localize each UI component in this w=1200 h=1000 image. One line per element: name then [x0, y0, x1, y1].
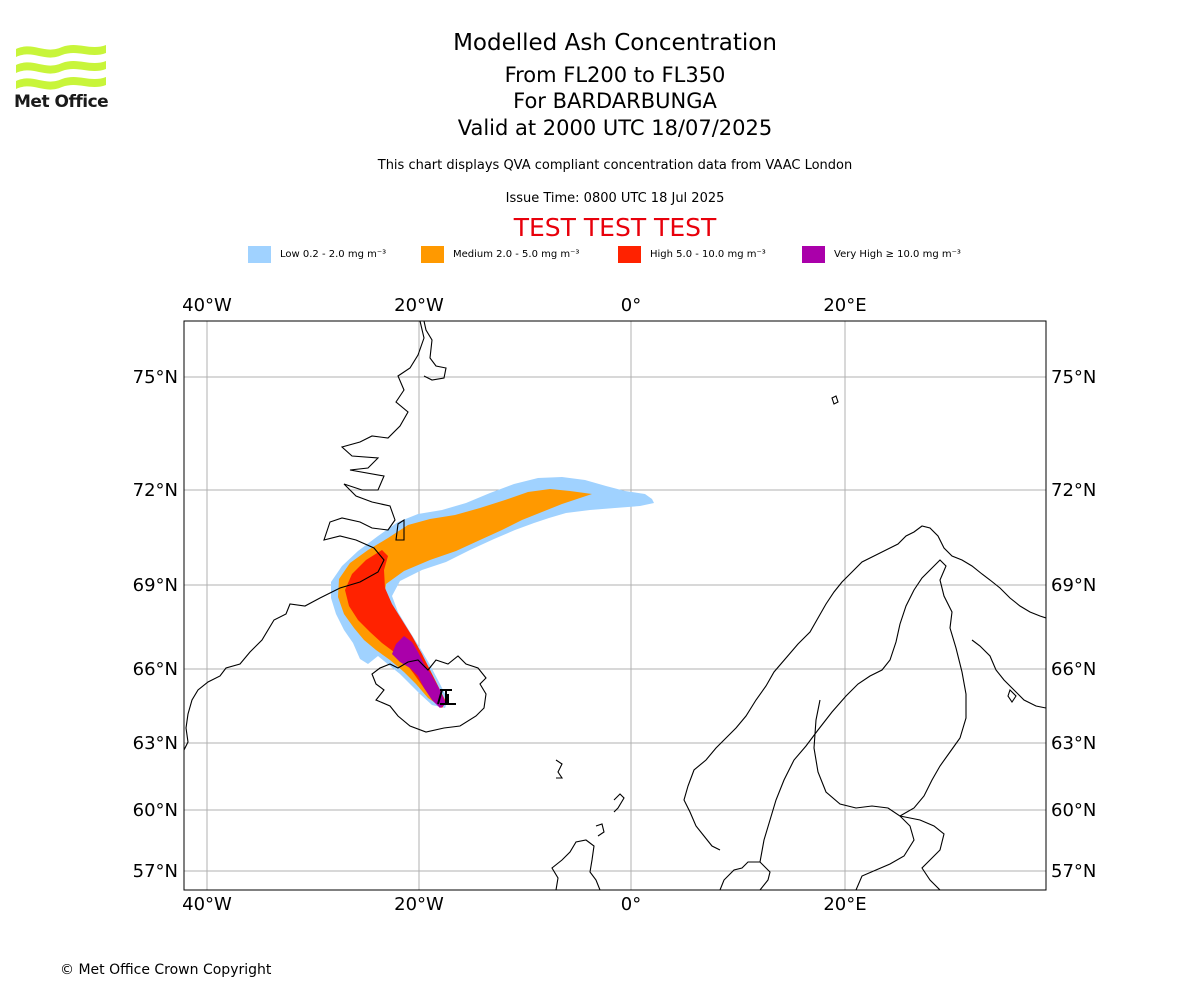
lon-label-bottom-20w: 20°W	[394, 894, 444, 915]
valid-time: Valid at 2000 UTC 18/07/2025	[457, 116, 773, 140]
scotland-coast	[551, 839, 601, 890]
legend-label-low: Low 0.2 - 2.0 mg m⁻³	[280, 248, 387, 260]
lat-label-left-75n: 75°N	[133, 367, 178, 388]
lon-label-bottom-40w: 40°W	[182, 894, 232, 915]
iceland-coast	[371, 655, 487, 733]
lon-label-top-0: 0°	[621, 295, 641, 316]
greenland-coast	[184, 321, 425, 751]
compliance-note: This chart displays QVA compliant concen…	[377, 158, 853, 173]
legend-swatch-high	[618, 245, 641, 263]
legend-label-high: High 5.0 - 10.0 mg m⁻³	[650, 248, 766, 260]
legend-label-medium: Medium 2.0 - 5.0 mg m⁻³	[453, 248, 580, 260]
lat-label-right-57n: 57°N	[1051, 861, 1096, 882]
lat-label-left-66n: 66°N	[133, 659, 178, 680]
ash-very-high-area	[392, 636, 446, 708]
test-banner: TEST TEST TEST	[513, 213, 717, 242]
legend-item-medium: Medium 2.0 - 5.0 mg m⁻³	[421, 244, 579, 264]
met-office-logo	[16, 45, 106, 90]
lon-label-bottom-20e: 20°E	[823, 894, 866, 915]
lat-label-left-63n: 63°N	[133, 733, 178, 754]
volcano-name: For BARDARBUNGA	[513, 89, 717, 113]
lat-label-right-66n: 66°N	[1051, 659, 1096, 680]
legend-swatch-very-high	[802, 245, 825, 263]
lon-label-top-20w: 20°W	[394, 295, 444, 316]
copyright-notice: © Met Office Crown Copyright	[60, 962, 272, 978]
lon-label-top-40w: 40°W	[182, 295, 232, 316]
flight-level-range: From FL200 to FL350	[504, 63, 726, 87]
lat-label-right-63n: 63°N	[1051, 733, 1096, 754]
issue-time: Issue Time: 0800 UTC 18 Jul 2025	[505, 191, 725, 206]
legend-label-very-high: Very High ≥ 10.0 mg m⁻³	[834, 248, 961, 260]
lat-label-right-75n: 75°N	[1051, 367, 1096, 388]
lat-label-left-60n: 60°N	[133, 800, 178, 821]
lon-label-bottom-0: 0°	[621, 894, 641, 915]
gridlines	[184, 321, 1046, 890]
coastlines	[184, 321, 1046, 890]
lat-label-right-72n: 72°N	[1051, 480, 1096, 501]
chart-title: Modelled Ash Concentration	[453, 30, 777, 56]
triangle-icon	[437, 689, 456, 705]
lat-label-right-69n: 69°N	[1051, 575, 1096, 596]
map-frame	[183, 320, 1047, 891]
legend: Low 0.2 - 2.0 mg m⁻³ Medium 2.0 - 5.0 mg…	[248, 244, 1008, 264]
legend-item-low: Low 0.2 - 2.0 mg m⁻³	[248, 244, 386, 264]
norway-coast	[683, 525, 1046, 851]
lat-label-left-57n: 57°N	[133, 861, 178, 882]
lon-label-top-20e: 20°E	[823, 295, 866, 316]
lat-label-left-69n: 69°N	[133, 575, 178, 596]
lat-label-left-72n: 72°N	[133, 480, 178, 501]
legend-item-very-high: Very High ≥ 10.0 mg m⁻³	[802, 244, 961, 264]
legend-swatch-low	[248, 245, 271, 263]
legend-item-high: High 5.0 - 10.0 mg m⁻³	[618, 244, 766, 264]
legend-swatch-medium	[421, 245, 444, 263]
logo-text: Met Office	[14, 92, 109, 112]
lat-label-right-60n: 60°N	[1051, 800, 1096, 821]
